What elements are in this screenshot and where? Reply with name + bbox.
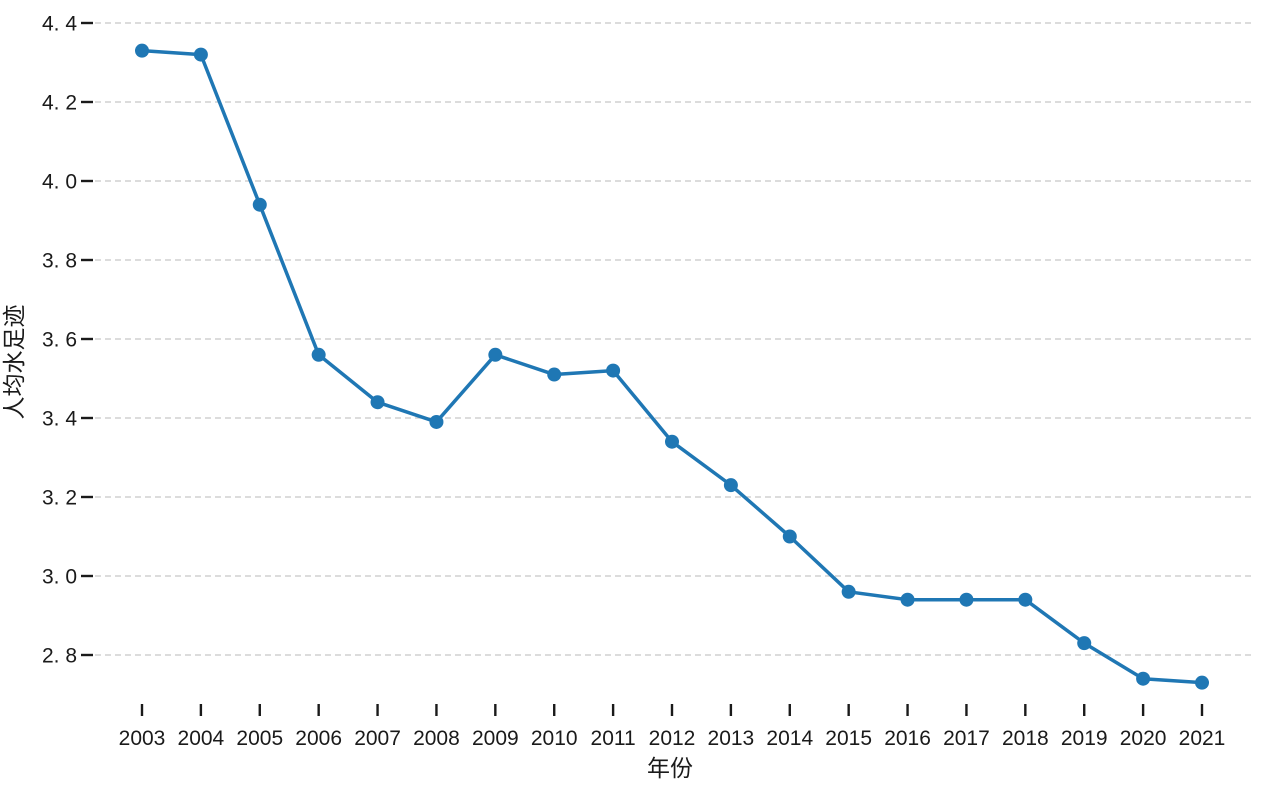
x-tick-label: 2015 [825,727,872,750]
data-point-2003 [135,43,149,58]
data-point-2007 [370,395,385,410]
data-point-2021 [1195,675,1209,690]
y-tick-label: 4. 4 [42,13,77,36]
data-point-2018 [1018,592,1033,607]
data-point-2020 [1136,671,1151,686]
y-tick-label: 3. 8 [42,250,77,273]
x-tick-label: 2012 [649,727,696,750]
y-tick-label: 3. 4 [42,408,77,431]
x-tick-label: 2004 [178,727,225,750]
data-point-2013 [723,478,738,493]
data-line [140,48,1204,685]
x-tick-label: 2021 [1179,727,1226,750]
x-tick-label: 2007 [354,727,401,750]
y-tick-label: 3. 0 [42,566,77,589]
x-tick-label: 2009 [472,727,519,750]
data-point-2010 [547,367,562,382]
x-tick-label: 2010 [531,727,578,750]
y-tick-label: 4. 0 [42,171,77,194]
x-tick-label: 2019 [1061,727,1108,750]
data-point-2009 [488,347,503,362]
data-point-2016 [900,592,915,607]
x-tick-label: 2016 [884,727,931,750]
data-series-group [135,43,1209,690]
gridlines-group [95,22,1255,656]
x-tick-label: 2020 [1120,727,1167,750]
y-tick-label: 4. 2 [42,92,77,115]
x-tick-label: 2018 [1002,727,1049,750]
x-tick-label: 2005 [236,727,283,750]
data-point-2008 [429,414,444,429]
y-tick-label: 3. 6 [42,329,77,352]
data-point-2015 [841,584,856,599]
ticks-group: 2. 8 3. 0 3. 2 3. 4 3. 6 3. 8 4. 0 4. 2 4. 4 2003… [42,13,1225,750]
x-axis-label: 年份 [647,755,693,781]
data-point-2014 [782,529,797,544]
x-tick-label: 2013 [708,727,755,750]
data-point-2011 [606,363,621,378]
x-tick-label: 2011 [591,727,636,750]
x-tick-label: 2014 [766,727,813,750]
data-point-2004 [193,47,208,62]
x-tick-label: 2003 [119,727,166,750]
x-tick-label: 2017 [943,727,990,750]
y-axis-label: 人均水足迹 [1,305,27,420]
x-tick-label: 2008 [413,727,460,750]
y-tick-label: 2. 8 [42,645,77,668]
data-point-2012 [665,434,679,449]
x-tick-label: 2006 [295,727,342,750]
data-point-2017 [959,592,974,607]
data-point-2006 [311,347,326,362]
data-point-2019 [1077,636,1092,651]
y-tick-label: 3. 2 [42,487,77,510]
data-point-2005 [252,197,267,212]
